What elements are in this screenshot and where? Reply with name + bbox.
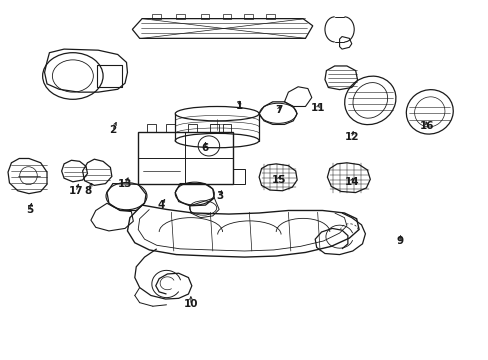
Text: 9: 9: [396, 236, 403, 246]
Text: 2: 2: [109, 125, 116, 135]
Text: 10: 10: [183, 299, 198, 309]
Text: 6: 6: [202, 143, 209, 153]
Text: 14: 14: [344, 177, 358, 187]
Text: 3: 3: [216, 191, 224, 201]
Text: 12: 12: [344, 132, 358, 142]
Text: 5: 5: [26, 206, 34, 216]
Text: 11: 11: [310, 103, 324, 113]
Text: 17: 17: [69, 186, 83, 196]
Text: 16: 16: [419, 121, 434, 131]
Text: 8: 8: [84, 186, 92, 196]
Text: 7: 7: [274, 105, 282, 115]
Text: 13: 13: [118, 179, 132, 189]
Text: 15: 15: [271, 175, 285, 185]
Text: 1: 1: [236, 102, 243, 112]
Text: 4: 4: [158, 200, 165, 210]
